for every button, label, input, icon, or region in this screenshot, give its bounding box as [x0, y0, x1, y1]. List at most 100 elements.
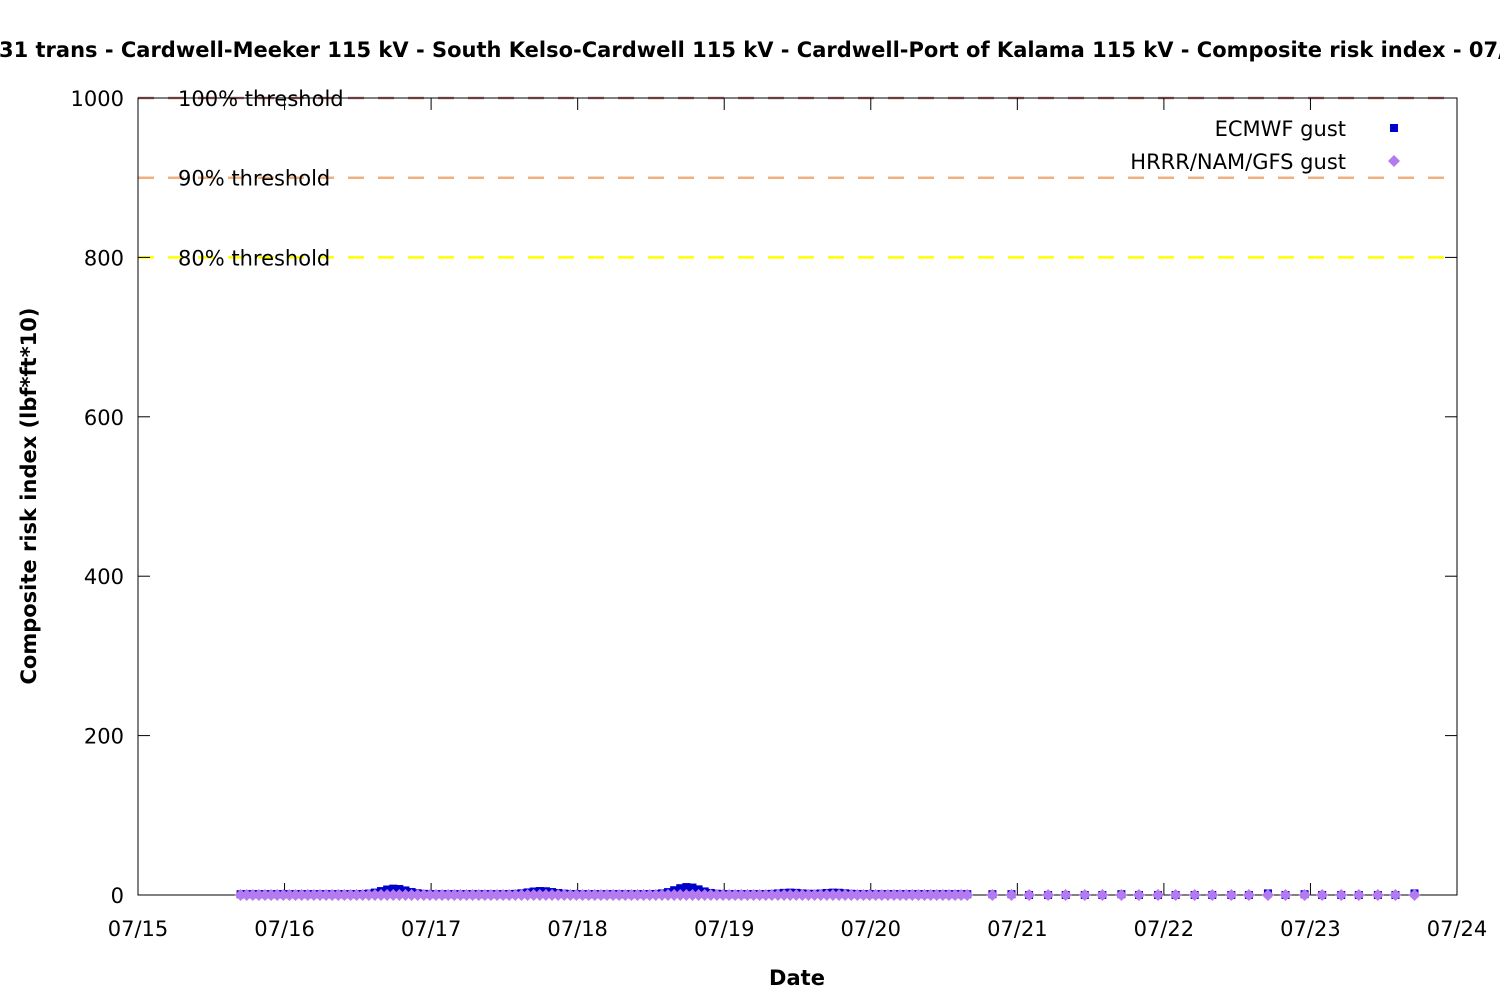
data-point — [1005, 889, 1018, 901]
data-point — [1335, 889, 1348, 901]
data-point — [613, 889, 626, 901]
data-point — [1279, 889, 1292, 901]
data-point — [271, 889, 284, 901]
data-point — [875, 889, 888, 901]
data-point — [234, 889, 247, 901]
data-point — [778, 889, 791, 901]
data-point — [900, 889, 913, 901]
data-point — [949, 889, 962, 901]
data-point — [790, 889, 803, 901]
threshold-lines: 100% threshold 90% threshold 80% threshold — [138, 87, 1457, 270]
data-point — [918, 889, 931, 901]
data-point — [478, 889, 491, 901]
x-tick-label: 07/22 — [1134, 917, 1195, 941]
data-point — [759, 889, 772, 901]
data-point — [698, 889, 711, 901]
data-point — [527, 889, 540, 901]
x-tick-label: 07/21 — [987, 917, 1048, 941]
data-point — [466, 889, 479, 901]
data-point — [1188, 889, 1201, 901]
x-tick-label: 07/17 — [401, 917, 462, 941]
data-point — [429, 889, 442, 901]
data-point — [521, 889, 534, 901]
data-point — [350, 889, 363, 901]
legend-marker — [1388, 155, 1400, 167]
data-point — [765, 889, 778, 901]
data-point — [863, 889, 876, 901]
data-point — [265, 889, 278, 901]
data-point — [723, 889, 736, 901]
data-point — [747, 889, 760, 901]
data-point — [1408, 889, 1421, 901]
data-point — [1023, 889, 1036, 901]
legend-label: ECMWF gust — [1215, 117, 1346, 141]
data-point — [894, 889, 907, 901]
data-point — [1115, 889, 1128, 901]
data-point — [955, 889, 968, 901]
data-point — [582, 889, 595, 901]
data-point — [1316, 889, 1329, 901]
data-point — [668, 889, 681, 901]
data-point — [600, 889, 613, 901]
data-point — [771, 889, 784, 901]
data-point — [1352, 889, 1365, 901]
data-point — [1132, 889, 1145, 901]
data-point — [845, 889, 858, 901]
data-point — [460, 889, 473, 901]
threshold-label: 90% threshold — [178, 167, 330, 191]
data-point — [833, 889, 846, 901]
data-point — [576, 889, 589, 901]
data-point — [619, 889, 632, 901]
axis-ticks: 0 200 400 600 800 1000 07/15 07/16 07/17 07/18 07/… — [71, 87, 1488, 941]
data-point — [1042, 889, 1055, 901]
data-point — [289, 889, 302, 901]
data-point — [411, 889, 424, 901]
data-point — [454, 889, 467, 901]
data-point — [491, 889, 504, 901]
data-point — [643, 889, 656, 901]
threshold-label: 100% threshold — [178, 87, 344, 111]
data-point — [252, 889, 265, 901]
data-point — [869, 889, 882, 901]
data-point — [741, 889, 754, 901]
x-axis-title: Date — [769, 966, 825, 990]
data-point — [533, 889, 546, 901]
data-point — [588, 889, 601, 901]
data-point — [796, 889, 809, 901]
data-point — [344, 889, 357, 901]
data-series — [234, 883, 1421, 901]
data-point — [814, 889, 827, 901]
data-point — [1206, 889, 1219, 901]
legend-label: HRRR/NAM/GFS gust — [1130, 150, 1346, 174]
data-point — [676, 884, 685, 893]
data-point — [808, 889, 821, 901]
data-point — [924, 889, 937, 901]
data-point — [930, 889, 943, 901]
data-point — [1152, 889, 1165, 901]
data-point — [448, 889, 461, 901]
data-point — [484, 889, 497, 901]
data-point — [1078, 889, 1091, 901]
plot-frame — [137, 97, 1458, 896]
y-axis-title: Composite risk index (lbf*ft*10) — [17, 307, 41, 684]
data-point — [368, 889, 381, 901]
chart-title: 31 trans - Cardwell-Meeker 115 kV - Sout… — [0, 38, 1500, 62]
data-point — [857, 889, 870, 901]
data-point — [649, 889, 662, 901]
data-point — [826, 889, 839, 901]
y-tick-label: 800 — [84, 246, 124, 270]
y-tick-label: 600 — [84, 406, 124, 430]
data-point — [307, 889, 320, 901]
data-point — [387, 889, 400, 901]
data-point — [851, 889, 864, 901]
data-point — [313, 889, 326, 901]
y-tick-label: 1000 — [71, 87, 124, 111]
data-point — [423, 889, 436, 901]
data-point — [356, 889, 369, 901]
x-tick-label: 07/19 — [694, 917, 755, 941]
data-point — [320, 889, 333, 901]
data-point — [362, 889, 375, 901]
data-point — [389, 884, 398, 893]
data-point — [1298, 889, 1311, 901]
data-point — [710, 889, 723, 901]
